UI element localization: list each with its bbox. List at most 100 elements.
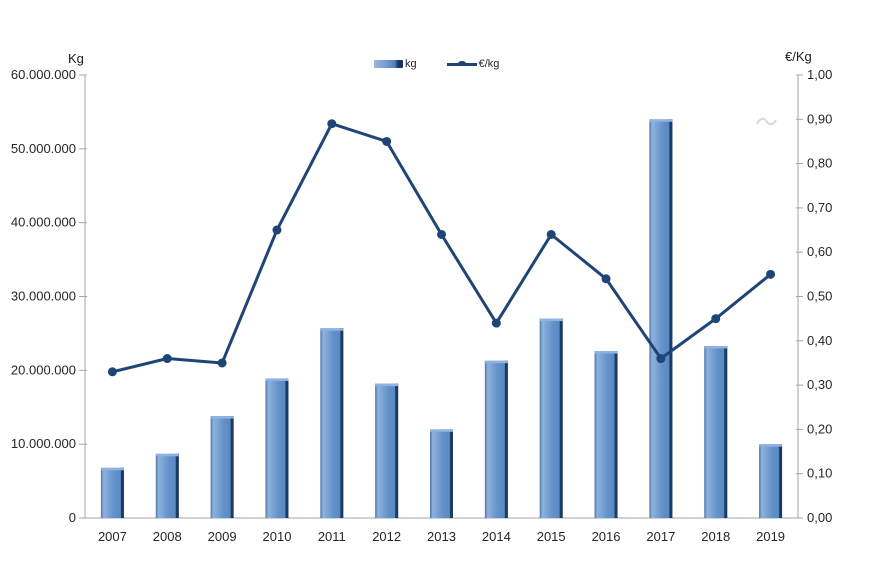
- bar-body: [320, 328, 344, 518]
- bar-body: [155, 453, 179, 518]
- line-marker-2015: [546, 229, 556, 239]
- bar-shadow-edge: [230, 416, 234, 518]
- line-marker-2017: [656, 354, 666, 364]
- right-axis-tick-label: 0,30: [807, 377, 832, 392]
- right-axis-tick-label: 0,60: [807, 244, 832, 259]
- bar-2011: [320, 328, 344, 518]
- x-axis-year-label: 2010: [263, 529, 292, 544]
- x-axis-year-label: 2007: [98, 529, 127, 544]
- legend-entry-eur-per-kg: €/kg: [446, 58, 500, 70]
- bar-top-highlight: [649, 119, 673, 122]
- line-series-icon: [446, 60, 477, 66]
- legend-entry-kg: kg: [374, 58, 417, 70]
- bar-top-highlight: [484, 360, 508, 364]
- right-axis-tick-label: 0,00: [807, 510, 832, 525]
- x-axis-year-label: 2014: [482, 529, 511, 544]
- bar-top-highlight: [210, 416, 234, 419]
- bar-top-highlight: [320, 328, 344, 331]
- line-marker-2007: [107, 367, 117, 377]
- bar-body: [594, 351, 618, 518]
- bar-2017: [649, 119, 673, 519]
- x-axis-year-label: 2008: [153, 529, 182, 544]
- x-axis-year-label: 2012: [372, 529, 401, 544]
- line-marker-2008: [162, 354, 172, 364]
- line-marker-2009: [217, 358, 227, 368]
- bar-shadow-edge: [724, 345, 728, 518]
- bar-body: [210, 416, 234, 518]
- bar-shadow-edge: [614, 351, 618, 518]
- bar-top-highlight: [430, 429, 453, 432]
- bar-2013: [430, 429, 453, 518]
- bar-top-highlight: [100, 467, 124, 471]
- bar-top-highlight: [704, 345, 728, 349]
- x-axis-year-label: 2017: [646, 529, 675, 544]
- line-marker-2010: [272, 225, 282, 235]
- bar-2015: [539, 318, 563, 518]
- legend-label-kg: kg: [405, 58, 417, 70]
- bar-shadow-edge: [559, 318, 563, 518]
- bar-body: [100, 467, 124, 518]
- bar-shadow-edge: [669, 119, 673, 519]
- bar-2007: [100, 467, 124, 518]
- left-axis-tick-label: 30.000.000: [11, 289, 76, 304]
- bar-shadow-edge: [340, 328, 344, 518]
- line-marker-2014: [491, 318, 501, 328]
- bar-shadow-edge: [779, 444, 783, 518]
- bar-top-highlight: [265, 378, 289, 381]
- left-axis-tick-label: 10.000.000: [11, 436, 76, 451]
- bar-2014: [484, 360, 508, 518]
- bar-2018: [704, 345, 728, 518]
- right-axis-tick-label: 0,90: [807, 111, 832, 126]
- left-axis-tick-label: 50.000.000: [11, 141, 76, 156]
- bar-top-highlight: [375, 383, 399, 387]
- left-axis-tick-label: 40.000.000: [11, 215, 76, 230]
- bar-body: [759, 444, 783, 518]
- x-axis-year-label: 2009: [208, 529, 237, 544]
- bar-shadow-edge: [120, 467, 124, 518]
- x-axis-year-label: 2018: [701, 529, 730, 544]
- right-axis-tick-label: 0,20: [807, 421, 832, 436]
- left-axis-tick-label: 60.000.000: [11, 67, 76, 82]
- left-axis-tick-label: 20.000.000: [11, 362, 76, 377]
- left-axis-title: Kg: [68, 51, 84, 66]
- line-marker-2012: [382, 136, 392, 146]
- bar-shadow-edge: [395, 383, 399, 518]
- line-marker-2019: [766, 269, 776, 279]
- bar-shadow-edge: [285, 378, 289, 518]
- bar-top-highlight: [539, 318, 563, 322]
- bar-2016: [594, 351, 618, 518]
- left-axis-tick-label: 0: [69, 510, 76, 525]
- bar-series-icon: [374, 60, 403, 68]
- line-marker-2011: [327, 119, 337, 129]
- chart-legend: kg €/kg: [374, 56, 499, 72]
- bar-body: [430, 429, 453, 518]
- right-axis-tick-label: 0,80: [807, 156, 832, 171]
- bar-body: [539, 318, 563, 518]
- bar-top-highlight: [155, 453, 179, 457]
- right-axis-tick-label: 1,00: [807, 67, 832, 82]
- bar-2009: [210, 416, 234, 518]
- line-marker-2018: [711, 314, 721, 324]
- bar-shadow-edge: [450, 429, 453, 518]
- bar-body: [265, 378, 289, 518]
- bar-2010: [265, 378, 289, 518]
- bar-shadow-edge: [504, 360, 508, 518]
- line-marker-2013: [437, 229, 446, 239]
- bar-2008: [155, 453, 179, 518]
- legend-label-eur-per-kg: €/kg: [478, 58, 500, 70]
- bar-shadow-edge: [175, 453, 179, 518]
- line-marker-icon: [457, 60, 466, 66]
- bar-top-highlight: [759, 444, 783, 447]
- bar-body: [704, 345, 728, 518]
- right-axis-tick-label: 0,50: [807, 289, 832, 304]
- right-axis-title: €/Kg: [785, 49, 812, 64]
- bar-top-highlight: [594, 351, 618, 354]
- bar-body: [375, 383, 399, 518]
- x-axis-year-label: 2011: [318, 529, 346, 544]
- right-axis-tick-label: 0,70: [807, 200, 832, 215]
- x-axis-year-label: 2019: [756, 529, 785, 544]
- bar-2019: [759, 444, 783, 518]
- faint-squiggle-mark: [756, 117, 777, 126]
